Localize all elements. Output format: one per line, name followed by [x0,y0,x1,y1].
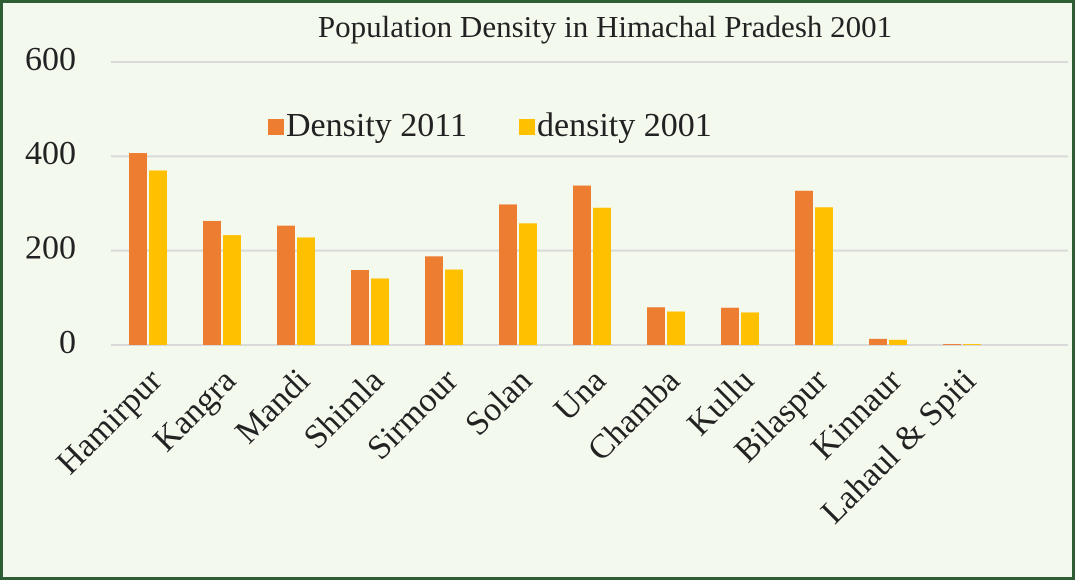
bar [371,278,389,345]
bar [795,190,813,345]
y-tick-label: 0 [59,324,76,361]
bar [963,344,981,345]
bar [297,237,315,345]
y-tick-label: 600 [25,41,76,78]
bar [889,339,907,345]
bar [721,307,739,345]
y-tick-label: 200 [25,229,76,266]
y-tick-label: 400 [25,135,76,172]
bar [519,223,537,345]
bar [445,269,463,345]
legend-label: Density 2011 [286,107,467,144]
bar [573,185,591,345]
bar [593,207,611,345]
bar [741,312,759,345]
bar [869,338,887,345]
bar [425,256,443,345]
legend-swatch [519,119,536,135]
chart-title: Population Density in Himachal Pradesh 2… [318,9,892,44]
legend-swatch [268,119,284,135]
bar [667,311,685,345]
bar [277,225,295,345]
bar [129,153,147,345]
bar [499,204,517,345]
bar [351,270,369,345]
bar [815,207,833,345]
bar [223,235,241,345]
bar [647,307,665,345]
legend-label: density 2001 [537,107,712,144]
bar [149,170,167,345]
bar [203,220,221,345]
bar [943,344,961,345]
